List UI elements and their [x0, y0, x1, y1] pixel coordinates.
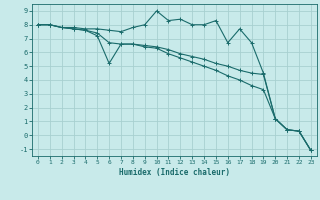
X-axis label: Humidex (Indice chaleur): Humidex (Indice chaleur)	[119, 168, 230, 177]
